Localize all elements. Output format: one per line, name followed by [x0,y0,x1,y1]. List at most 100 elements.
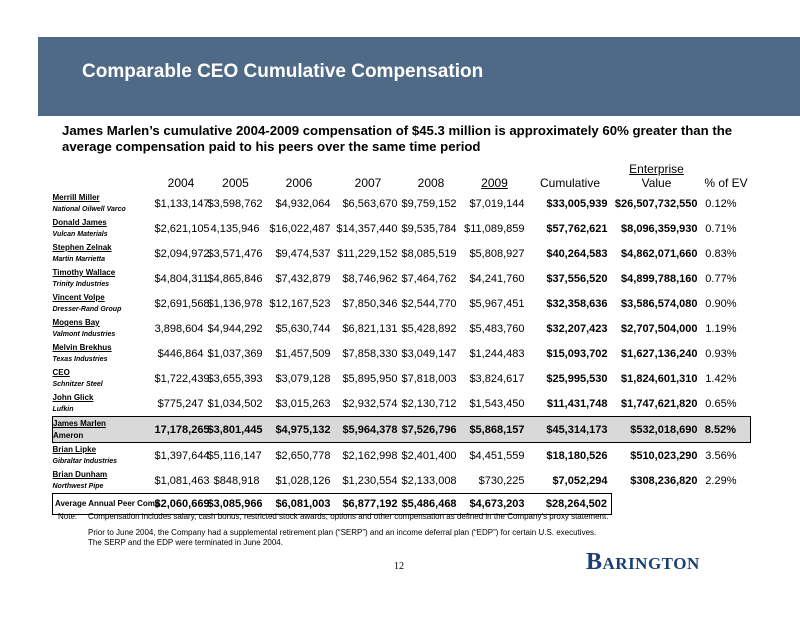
executive-name: Stephen Zelnak [52,243,112,252]
year-value: $5,630,744 [275,322,331,335]
company-name: Trinity Industries [52,281,110,288]
header-cumulative: Cumulative [539,176,601,190]
year-value: $2,932,574 [342,397,398,410]
enterprise-value: $3,586,574,080 [621,297,698,310]
enterprise-value: $1,824,601,310 [621,372,698,385]
year-value: $2,621,105 [154,222,210,235]
year-value: $1,244,483 [469,347,525,360]
pct-of-ev: 0.12% [705,197,737,210]
year-value: $4,451,559 [469,449,525,462]
executive-cell: Melvin Brekhus Texas Industries [53,341,155,366]
cumulative-value: $25,995,530 [546,372,608,385]
company-name: Schnitzer Steel [52,381,103,388]
year-value: $11,229,152 [337,247,398,260]
table-row: Brian Dunham Northwest Pipe $1,081,463 $848… [53,468,751,494]
enterprise-value: $26,507,732,550 [614,197,698,210]
table-row: Merrill Miller National Oilwell Varco $1,1… [53,191,751,216]
enterprise-value: $308,236,820 [630,474,698,487]
year-value: $5,116,147 [207,449,262,462]
year-value: $7,850,346 [342,297,398,310]
year-value: $6,821,131 [342,322,398,335]
year-value: $9,759,152 [401,197,457,210]
enterprise-value: $2,707,504,000 [621,322,698,335]
page-subtitle: James Marlen’s cumulative 2004-2009 comp… [62,123,733,154]
year-value: $4,932,064 [275,197,331,210]
header-2004: 2004 [167,176,195,190]
company-name: Northwest Pipe [52,483,104,490]
year-value: $1,028,126 [275,474,331,487]
table-row: Donald James Vulcan Materials $2,621,105 4,… [53,216,751,241]
year-value: $9,535,784 [401,222,457,235]
year-value: $2,544,770 [401,297,457,310]
executive-cell: Mogens Bay Valmont Industries [53,316,155,341]
barington-logo: BARINGTON [586,549,700,575]
executive-cell: CEO Schnitzer Steel [53,366,155,391]
year-value: $8,746,962 [342,272,398,285]
enterprise-value: $532,018,690 [611,416,702,443]
company-name: Vulcan Materials [52,231,108,238]
table-row: Brian Lipke Gibraltar Industries $1,397,64… [53,443,751,469]
enterprise-value: $510,023,290 [630,449,698,462]
page-title: Comparable CEO Cumulative Compensation [82,61,484,82]
company-name: Valmont Industries [52,331,116,338]
year-value: $4,975,132 [263,416,335,443]
average-year-value: $4,673,203 [460,493,529,515]
pct-of-ev: 1.19% [705,322,737,335]
executive-cell: James Marlen Ameron [52,416,155,443]
year-value: $446,864 [157,347,204,360]
enterprise-value: $1,747,621,820 [621,397,698,410]
executive-name: James Marlen [53,419,106,428]
header-2008: 2008 [417,176,445,190]
table-row: John Glick Lufkin $775,247 $1,034,502 $3,015… [53,391,751,417]
table-row: Stephen Zelnak Martin Marrietta $2,094,972… [53,241,751,266]
header-2007: 2007 [354,176,382,190]
company-name: Martin Marrietta [52,256,106,263]
year-value: $775,247 [157,397,204,410]
average-year-value: $6,081,003 [263,493,335,515]
average-year-value: $5,486,468 [401,493,461,515]
year-value: $3,049,147 [401,347,457,360]
table-header-row: 2004 2005 2006 2007 2008 2009 Cumulative… [53,162,751,191]
year-value: $1,230,554 [342,474,398,487]
executive-cell: Brian Dunham Northwest Pipe [53,468,155,494]
year-value: $7,818,003 [401,372,457,385]
pct-of-ev: 2.29% [705,474,737,487]
executive-cell: Timothy Wallace Trinity Industries [53,266,155,291]
cumulative-value: $11,431,748 [546,397,608,410]
company-name: Gibraltar Industries [52,458,118,465]
header-2006: 2006 [285,176,313,190]
table-row: James Marlen Ameron 17,178,265 $3,801,445 $4… [52,416,751,443]
year-value: $3,801,445 [207,416,264,443]
year-value: $6,563,670 [342,197,398,210]
pct-of-ev: 0.71% [705,222,737,235]
average-year-value: $6,877,192 [334,493,402,515]
year-value: $4,804,311 [154,272,209,285]
empty-cell [702,494,751,515]
year-value: $1,133,147 [154,197,210,210]
executive-name: Merrill Miller [52,193,100,202]
year-value: $3,824,617 [469,372,525,385]
executive-cell: Merrill Miller National Oilwell Varco [53,191,155,216]
executive-name: Donald James [52,218,107,227]
average-label: Average Annual Peer Comp [52,493,160,515]
cumulative-value: $32,358,636 [546,297,608,310]
header-2005: 2005 [222,176,249,190]
company-name: National Oilwell Varco [52,206,126,213]
year-value: $5,808,927 [469,247,525,260]
average-cumulative: $28,264,502 [528,493,612,515]
year-value: $5,868,157 [460,416,529,443]
year-value: $12,167,523 [269,297,331,310]
header-pct-ev: % of EV [704,176,748,190]
year-value: $2,650,778 [275,449,331,462]
cumulative-value: $33,005,939 [546,197,608,210]
year-value: $2,133,008 [401,474,457,487]
year-value: $1,543,450 [469,397,525,410]
year-value: $1,457,509 [275,347,331,360]
year-value: $7,432,879 [275,272,331,285]
year-value: $5,428,892 [401,322,457,335]
table-row: Mogens Bay Valmont Industries 3,898,604 $4,… [53,316,751,341]
compensation-table: 2004 2005 2006 2007 2008 2009 Cumulative… [52,162,751,515]
pct-of-ev: 0.93% [705,347,737,360]
year-value: $1,081,463 [154,474,210,487]
executive-name: Brian Dunham [52,470,108,479]
